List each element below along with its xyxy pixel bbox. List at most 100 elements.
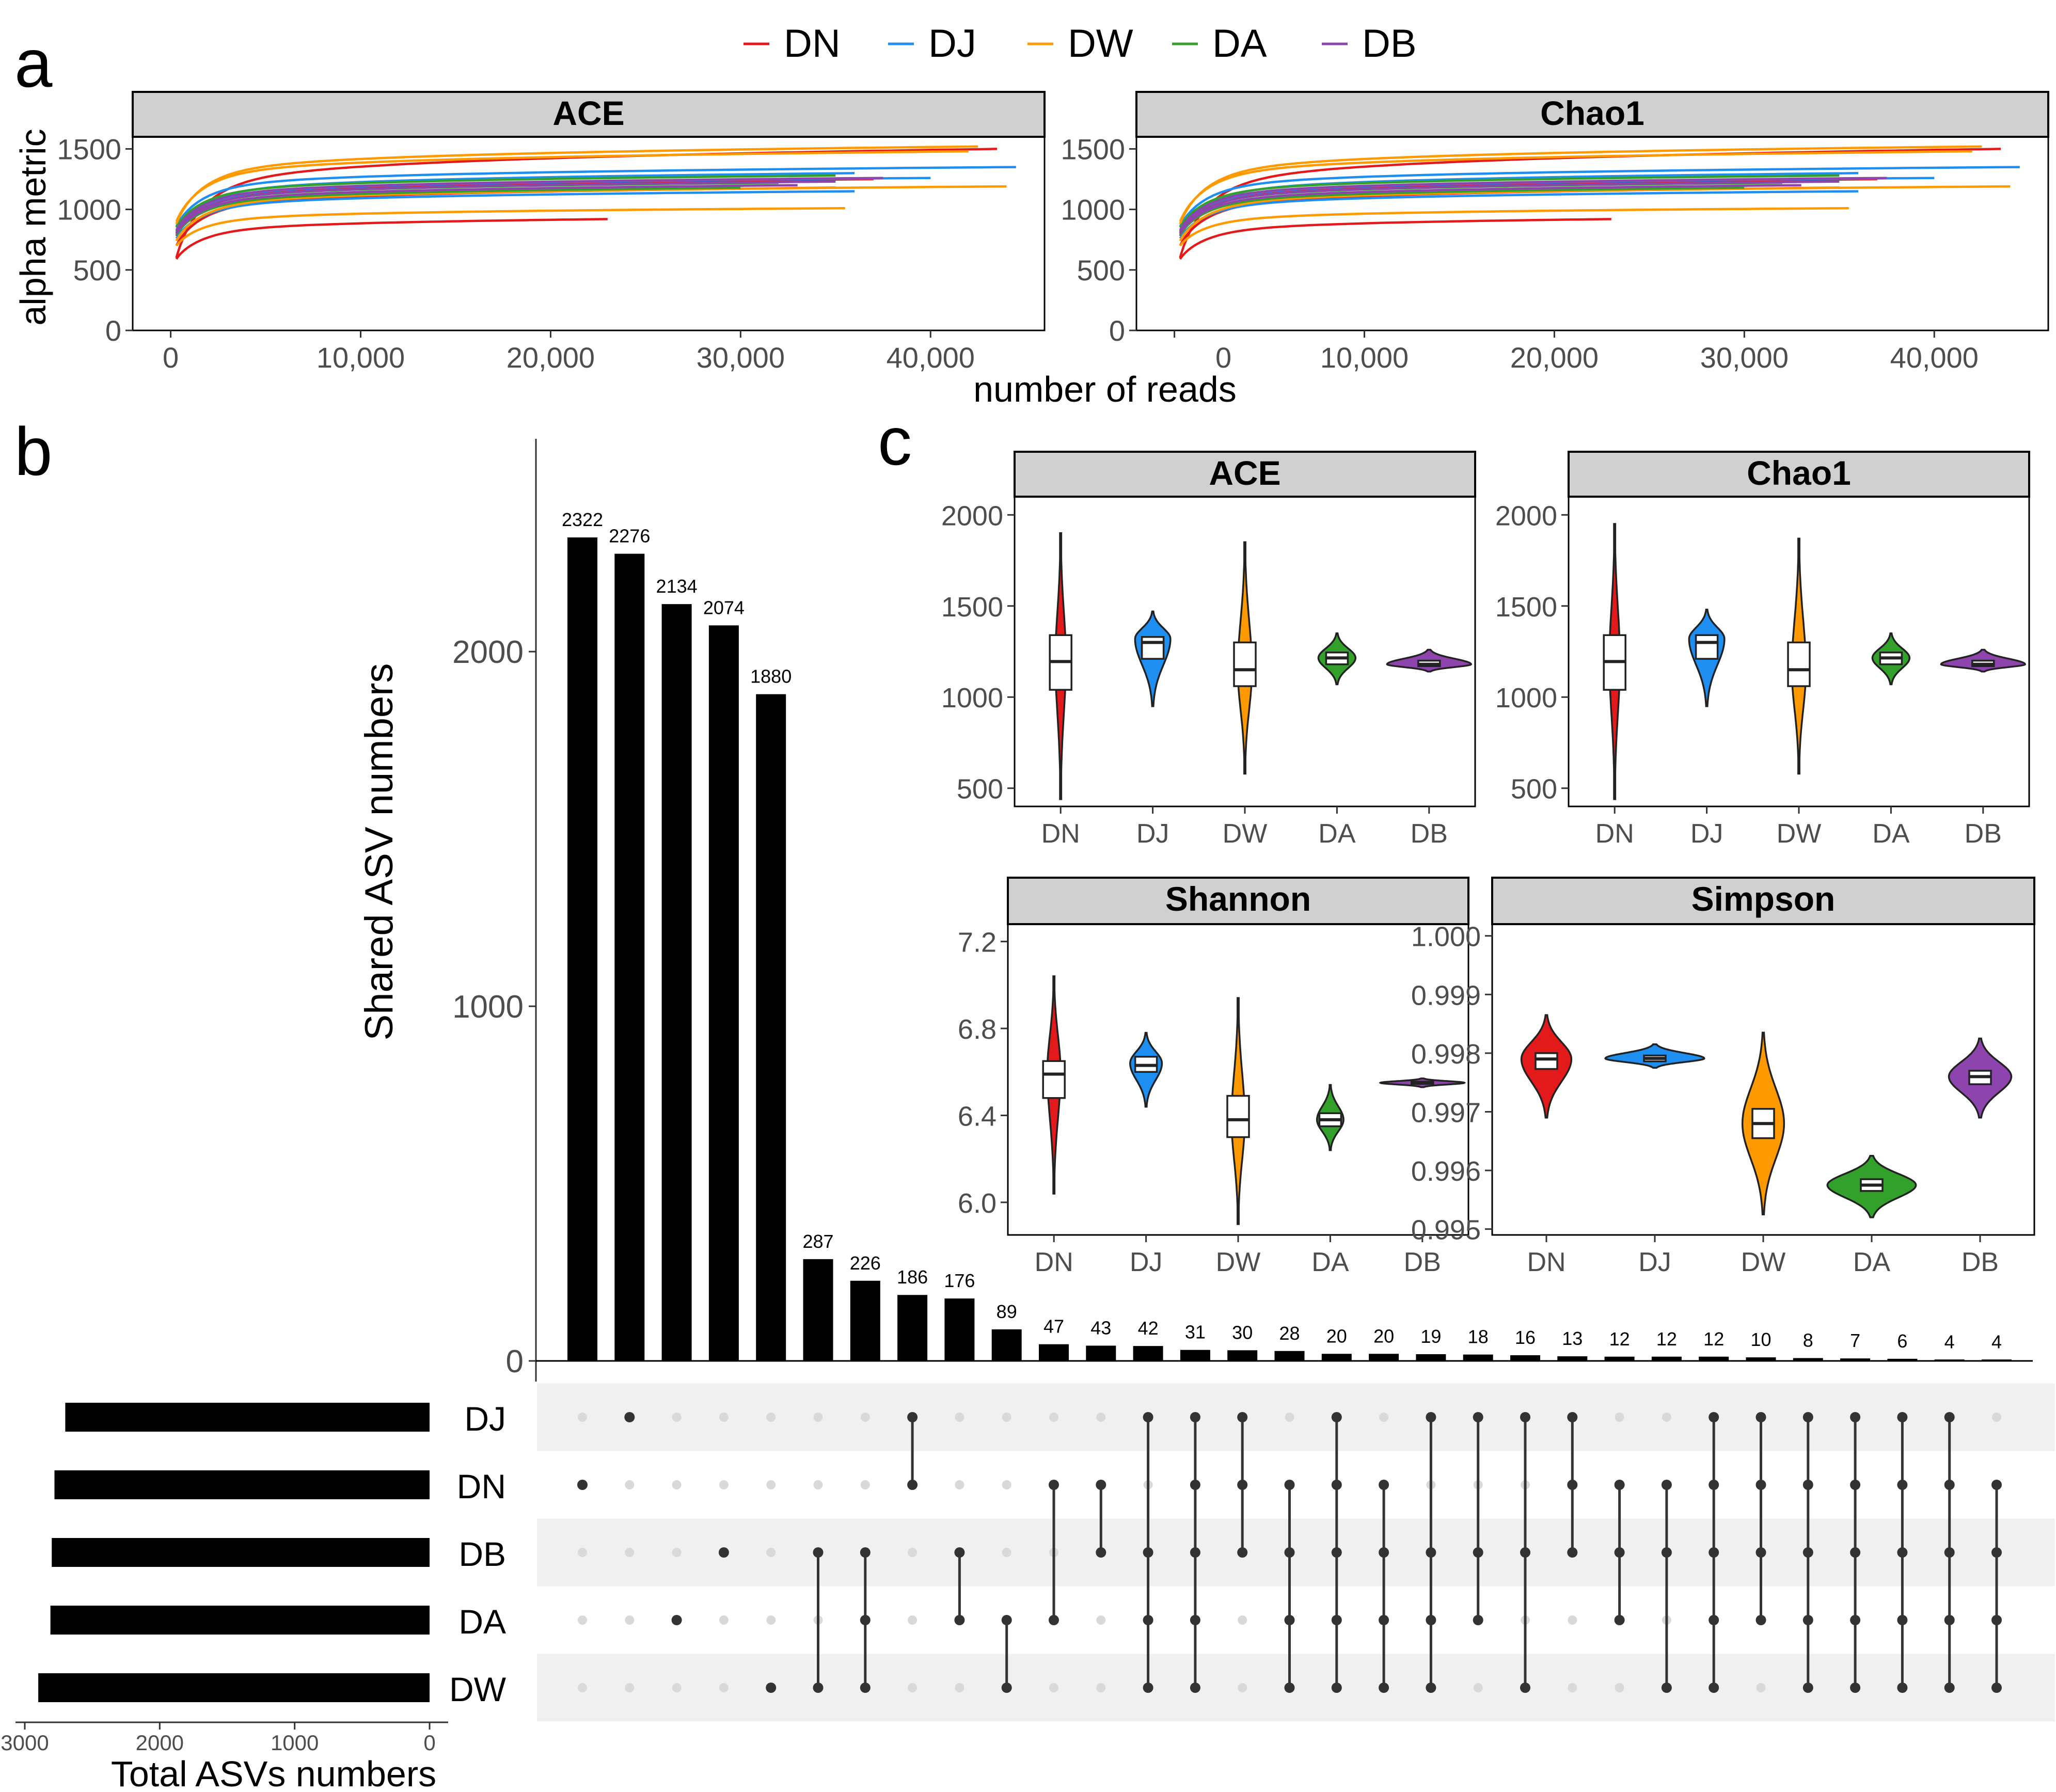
matrix-dot-inactive (1002, 1413, 1011, 1422)
y-tick-label: 6.8 (958, 1014, 997, 1045)
set-label-dw: DW (449, 1670, 507, 1708)
curve-dw (175, 185, 1007, 242)
set-size-bar-dw (38, 1673, 430, 1702)
facet-strip (1007, 877, 1469, 925)
set-size-tick-label: 1000 (271, 1731, 319, 1755)
bar-value-label: 18 (1468, 1326, 1489, 1347)
bar-intersection-17 (1321, 1354, 1352, 1361)
bar-intersection-25 (1699, 1356, 1729, 1361)
legend-label-da: DA (1212, 22, 1267, 66)
bar-value-label: 226 (850, 1252, 881, 1274)
x-tick-label: DN (1595, 819, 1634, 849)
legend-label-dw: DW (1068, 22, 1133, 66)
violin-panel: ACE 500 1000 1500 2000 DN DJ DW DA DB Chao1 500 1000… (941, 451, 2035, 1277)
violin-facet-shannon: Shannon 6.0 6.4 6.8 7.2 DN DJ DW DA DB (958, 877, 1469, 1277)
x-tick-label: DJ (1638, 1247, 1671, 1277)
facet-strip-label: ACE (1209, 454, 1280, 492)
bar-value-label: 8 (1803, 1330, 1813, 1351)
matrix-dot-inactive (1096, 1683, 1106, 1692)
legend: DN DJ DW DA DB (744, 22, 1417, 66)
legend-label-dn: DN (784, 22, 841, 66)
set-label-dn: DN (457, 1467, 506, 1505)
bar-value-label: 42 (1138, 1318, 1159, 1339)
bar-intersection-27 (1793, 1358, 1823, 1361)
box-dw (1233, 641, 1257, 687)
curve-db (1179, 184, 1801, 234)
matrix-dot-inactive (672, 1413, 682, 1422)
matrix-dot-inactive (719, 1615, 729, 1625)
bar-intersection-26 (1746, 1357, 1776, 1361)
matrix-dot-inactive (719, 1683, 729, 1692)
set-size-bar-da (50, 1606, 430, 1635)
box-dj (1141, 636, 1165, 660)
bar-intersection-8 (897, 1295, 928, 1361)
matrix-dot-active (624, 1412, 635, 1422)
matrix-dot-inactive (955, 1413, 964, 1422)
bar-intersection-21 (1510, 1355, 1540, 1361)
set-label-db: DB (458, 1535, 506, 1573)
set-label-da: DA (458, 1603, 506, 1641)
set-size-tick-label: 0 (423, 1731, 435, 1755)
x-tick-label: DN (1527, 1247, 1565, 1277)
x-tick-label: DW (1777, 819, 1822, 849)
bar-intersection-30 (1934, 1359, 1965, 1361)
matrix-dot-inactive (625, 1615, 635, 1625)
matrix-dot-active (671, 1615, 682, 1625)
box-dw (1226, 1095, 1250, 1138)
matrix-row-band (537, 1518, 2055, 1587)
bar-value-label: 10 (1750, 1329, 1771, 1350)
y-tick-label: 500 (1511, 774, 1557, 805)
legend-label-db: DB (1362, 22, 1417, 66)
box-dn (1042, 1060, 1066, 1099)
x-tick-label: 40,000 (887, 341, 975, 374)
bar-intersection-29 (1887, 1358, 1918, 1361)
matrix-dot-inactive (1238, 1683, 1247, 1692)
bar-intersection-10 (991, 1329, 1022, 1361)
bar-value-label: 43 (1090, 1317, 1111, 1338)
y-tick-label: 500 (957, 774, 1003, 805)
bar-value-label: 12 (1656, 1328, 1677, 1350)
x-tick-label: DN (1035, 1247, 1073, 1277)
matrix-dot-inactive (908, 1615, 918, 1625)
bar-value-label: 89 (997, 1301, 1017, 1322)
curve-dw (1179, 145, 1982, 225)
bar-intersection-11 (1039, 1344, 1069, 1361)
bar-intersection-15 (1227, 1350, 1258, 1361)
bar-intersection-18 (1369, 1354, 1399, 1361)
bar-value-label: 28 (1279, 1323, 1300, 1344)
y-tick-label: 1.000 (1411, 922, 1481, 953)
y-tick-label: 0.999 (1411, 980, 1481, 1011)
bar-intersection-3 (661, 604, 692, 1361)
matrix-row-band (537, 1383, 2055, 1451)
y-tick-label: 0.996 (1411, 1156, 1481, 1187)
x-tick-label: DW (1216, 1247, 1261, 1277)
bar-value-label: 19 (1420, 1326, 1441, 1347)
x-tick-label: 0 (163, 341, 179, 374)
matrix-dot-inactive (672, 1480, 682, 1489)
bar-intersection-5 (756, 694, 786, 1361)
bar-value-label: 7 (1850, 1330, 1860, 1351)
matrix-dot-inactive (766, 1548, 776, 1557)
matrix-dot-inactive (625, 1480, 635, 1489)
matrix-dot-inactive (1568, 1683, 1577, 1692)
curve-da (1179, 174, 1840, 228)
bar-value-label: 2322 (562, 509, 603, 530)
y-tick-label: 1500 (57, 133, 121, 165)
y-tick-label: 1000 (1061, 194, 1125, 226)
plot-border (132, 136, 1046, 331)
matrix-dot-inactive (672, 1548, 682, 1557)
matrix-dot-inactive (625, 1548, 635, 1557)
violin-facet-chao1: Chao1 500 1000 1500 2000 DN DJ DW DA DB (1495, 451, 2030, 849)
curve-db (175, 177, 883, 231)
y-tick-label: 7.2 (958, 927, 997, 958)
curve-dw (175, 207, 845, 247)
violin-facet-simpson: Simpson 0.995 0.996 0.997 0.998 0.999 1.000 DN D… (1411, 877, 2035, 1277)
curve-dj (1179, 172, 1859, 234)
x-tick-label: 0 (1215, 341, 1231, 374)
facet-chao1: Chao1 0 500 1000 1500 0 10,000 20,000 30,000 40,0… (1061, 91, 2049, 374)
facet-ace: ACE 0 500 1000 1500 0 10,000 20,000 30,000 40,000 (57, 91, 1046, 374)
bar-intersection-12 (1086, 1345, 1116, 1361)
x-axis-title: number of reads (973, 369, 1237, 409)
bar-intersection-19 (1416, 1354, 1446, 1361)
